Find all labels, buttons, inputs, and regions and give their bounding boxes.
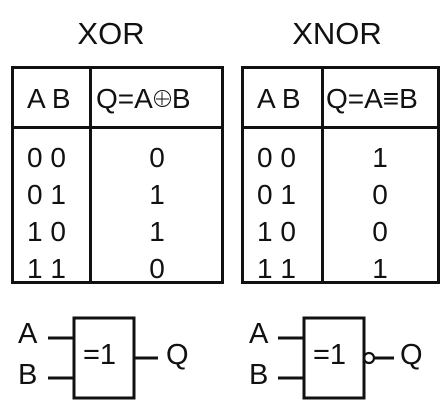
- xor-output-header: Q=A B: [96, 83, 191, 115]
- xor-output-header-right: B: [171, 83, 191, 114]
- table-row: 1: [149, 179, 165, 210]
- xnor-inputs-column: 0 0 0 1 1 0 1 1: [257, 139, 296, 287]
- xnor-output-column: 1 0 0 1: [324, 139, 436, 287]
- xor-gate-symbol: [48, 316, 158, 400]
- xor-title: XOR: [77, 16, 145, 51]
- oplus-icon: [153, 90, 171, 108]
- table-row: 1 0: [257, 216, 296, 247]
- xnor-title: XNOR: [292, 16, 382, 51]
- table-row: 0: [149, 142, 165, 173]
- table-row: 0 1: [257, 179, 296, 210]
- table-row: 0: [372, 179, 388, 210]
- xnor-gate-output-label: Q: [400, 339, 423, 371]
- xor-truth-table: A B Q=A B 0 0 0 1 1 0 1 1 0 1 1 0: [11, 66, 224, 284]
- table-column-divider: [321, 69, 324, 281]
- table-column-divider: [89, 69, 92, 281]
- table-row: 1: [372, 253, 388, 284]
- xor-inputs-column: 0 0 0 1 1 0 1 1: [27, 139, 66, 287]
- table-row: 1: [149, 216, 165, 247]
- table-row: 0: [149, 253, 165, 284]
- xnor-truth-table: A B Q=A≡B 0 0 0 1 1 0 1 1 1 0 0 1: [241, 66, 440, 284]
- xor-gate-symbol-label: =1: [83, 339, 117, 371]
- xnor-gate-symbol: [278, 316, 394, 400]
- table-row: 1: [372, 142, 388, 173]
- xnor-output-header: Q=A≡B: [326, 83, 418, 114]
- xor-gate-output-label: Q: [166, 339, 189, 371]
- table-header-divider: [244, 126, 437, 129]
- xor-output-header-left: Q=A: [96, 83, 153, 114]
- table-row: 1 0: [27, 216, 66, 247]
- table-row: 1 1: [27, 253, 66, 284]
- table-row: 0 0: [27, 142, 66, 173]
- table-header-divider: [14, 126, 221, 129]
- table-row: 0 0: [257, 142, 296, 173]
- xnor-gate-symbol-label: =1: [313, 339, 347, 371]
- xor-inputs-header: A B: [27, 83, 71, 114]
- xnor-inputs-header: A B: [257, 83, 301, 114]
- xor-gate-input-a-label: A: [18, 318, 38, 350]
- xnor-gate-input-a-label: A: [249, 318, 269, 350]
- table-row: 0: [372, 216, 388, 247]
- table-row: 1 1: [257, 253, 296, 284]
- table-row: 0 1: [27, 179, 66, 210]
- xnor-gate-input-b-label: B: [249, 359, 269, 391]
- xor-output-column: 0 1 1 0: [92, 139, 222, 287]
- xor-gate-input-b-label: B: [18, 359, 38, 391]
